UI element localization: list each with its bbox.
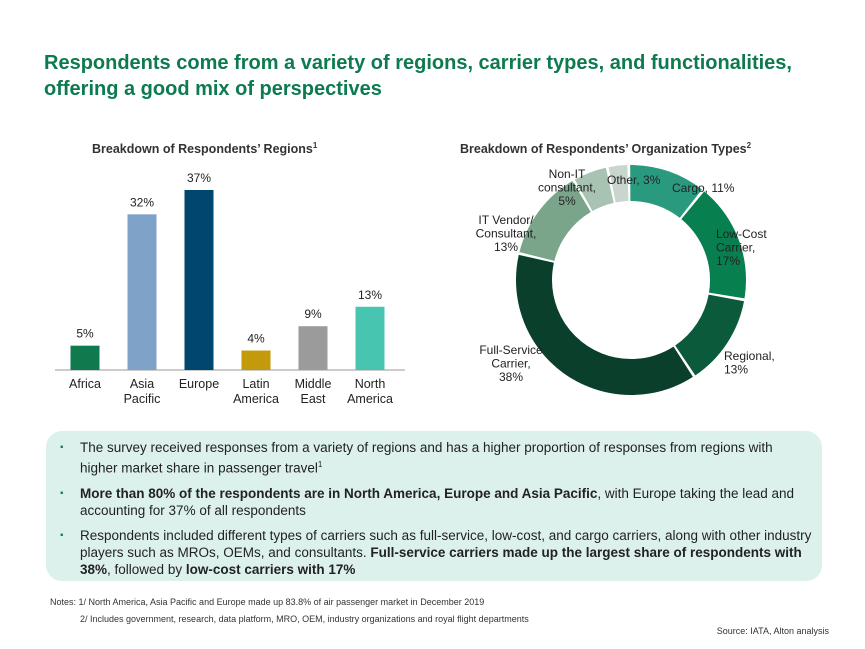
finding-text: , with Europe taking the lead and accoun… <box>80 485 795 518</box>
donut-slice-label: Full-Service Carrier, 38% <box>479 343 543 384</box>
bar <box>241 350 271 370</box>
key-findings-list: ▪ The survey received responses from a va… <box>60 439 812 578</box>
bar-value-label: 4% <box>247 332 265 346</box>
donut-slice-label: Low-Cost Carrier, 17% <box>716 227 767 268</box>
bar <box>184 190 214 370</box>
bar-value-label: 5% <box>76 327 94 341</box>
finding-bold-text: Full-service carriers made up the larges… <box>80 544 802 577</box>
bar-category-label: Latin America <box>233 377 279 406</box>
regions-bar-chart: 5% Africa 32% Asia Pacific 37% Europe 4% Latin Am… <box>55 171 405 406</box>
donut-slice-label: Regional, 13% <box>724 349 775 377</box>
bar-category-label: Europe <box>179 377 219 391</box>
bar <box>298 326 328 370</box>
finding-text: The survey received responses from a var… <box>80 440 773 476</box>
finding-bold-text: low-cost carriers with 17% <box>185 561 356 577</box>
bullet-marker-icon: ▪ <box>60 487 64 499</box>
organization-types-donut-chart: Cargo, 11% Low-Cost Carrier, 17% Regional, 13… <box>476 165 775 395</box>
source-note: Source: IATA, Alton analysis <box>716 626 829 636</box>
donut-slice-label: Non-IT consultant, 5% <box>538 167 596 208</box>
bar-value-label: 13% <box>358 288 382 302</box>
footnotes: Notes: 1/ North America, Asia Pacific an… <box>50 594 529 628</box>
bar <box>70 345 100 370</box>
donut-slice <box>516 165 746 395</box>
bar-chart-title-footnote: 1 <box>312 141 318 150</box>
bar-chart-title-text: Breakdown of Respondents’ Regions <box>92 142 313 157</box>
donut-chart-title: Breakdown of Respondents’ Organization T… <box>460 141 751 156</box>
donut-slice <box>516 165 746 395</box>
bar-value-label: 32% <box>130 195 154 209</box>
donut-chart-title-footnote: 2 <box>746 141 752 150</box>
bullet-marker-icon: ▪ <box>60 442 64 453</box>
finding-bold-text: More than 80% of the respondents are in … <box>80 485 598 501</box>
donut-hole <box>552 201 710 359</box>
footnote-2: 2/ Includes government, research, data p… <box>80 614 529 624</box>
bar-category-label: Asia Pacific <box>124 377 161 406</box>
bar-category-label: Middle East <box>295 377 332 406</box>
donut-slice-label: Cargo, 11% <box>672 181 735 195</box>
donut-slice <box>516 165 746 395</box>
footnote-1: Notes: 1/ North America, Asia Pacific an… <box>50 597 485 607</box>
key-findings-box: ▪ The survey received responses from a va… <box>46 431 822 581</box>
bar <box>127 214 157 370</box>
page-title: Respondents come from a variety of regio… <box>44 52 792 100</box>
bar-chart-title: Breakdown of Respondents’ Regions1 <box>92 141 317 156</box>
bar-value-label: 9% <box>304 307 322 321</box>
bar-category-label: North America <box>347 377 393 406</box>
bullet-marker-icon: ▪ <box>60 529 64 541</box>
donut-chart-title-text: Breakdown of Respondents’ Organization T… <box>460 142 747 157</box>
bar <box>355 306 385 370</box>
finding-bullet: ▪ The survey received responses from a va… <box>60 439 812 477</box>
donut-slice-label: IT Vendor/Consultant, 13% <box>476 213 537 254</box>
finding-text: 1 <box>317 460 323 469</box>
bar-value-label: 37% <box>187 171 211 185</box>
finding-bullet: ▪ More than 80% of the respondents are in… <box>60 485 812 519</box>
bar-category-label: Africa <box>69 377 101 391</box>
donut-slice-label: Other, 3% <box>607 173 661 187</box>
finding-text: Respondents included different types of … <box>80 527 812 560</box>
finding-bullet: ▪ Respondents included different types of… <box>60 527 812 578</box>
finding-text: , followed by <box>107 561 186 577</box>
